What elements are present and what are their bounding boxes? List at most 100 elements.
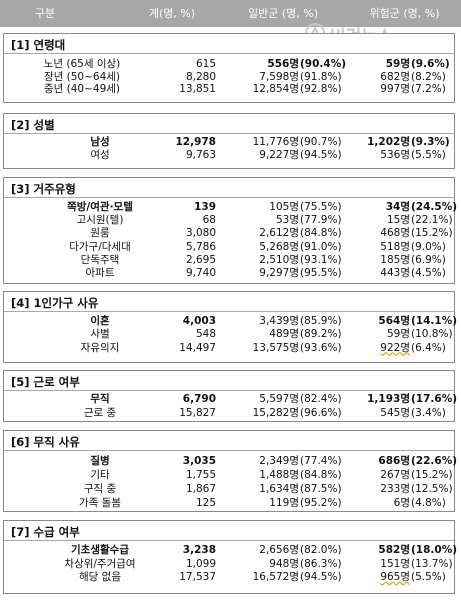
- row-label: 사별: [90, 328, 110, 341]
- general-percent: (92.8%): [300, 83, 342, 95]
- risk-percent: (17.6%): [411, 393, 458, 405]
- general-count: 9,297명: [259, 267, 299, 279]
- risk-percent: (4.8%): [411, 497, 446, 509]
- risk-percent: (6.9%): [411, 253, 446, 266]
- section-divider: [4, 53, 454, 54]
- section-divider: [4, 197, 454, 198]
- risk-count: 965명: [380, 571, 410, 583]
- general-count: 11,776명: [252, 136, 299, 148]
- general-count: 15,282명: [252, 407, 299, 419]
- row-label: 해당 없음: [79, 571, 121, 583]
- risk-count: 267명: [380, 469, 410, 481]
- row-label: 차상위/주거급여: [64, 557, 136, 570]
- total-value: 125: [195, 497, 216, 509]
- risk-count: 6명: [393, 497, 410, 509]
- row-label: 가족 돌봄: [79, 497, 121, 509]
- row-label: 남성: [90, 136, 110, 148]
- total-value: 17,537: [179, 571, 216, 583]
- risk-count: 468명: [380, 227, 410, 240]
- risk-count: 185명: [380, 253, 410, 266]
- risk-percent: (18.0%): [411, 544, 458, 556]
- row-label: 단독주택: [80, 253, 120, 266]
- header-general: 일반군 (명, %): [247, 7, 318, 20]
- general-count: 53명: [275, 214, 299, 227]
- risk-count: 1,193명: [367, 393, 410, 405]
- total-value: 9,740: [185, 267, 216, 279]
- total-value: 14,497: [179, 341, 216, 354]
- general-count: 7,598명: [259, 70, 299, 83]
- general-percent: (89.2%): [300, 328, 342, 341]
- section-divider: [4, 450, 454, 451]
- risk-count: 545명: [380, 407, 410, 419]
- general-count: 12,854명: [252, 83, 299, 95]
- general-percent: (82.4%): [300, 393, 342, 405]
- row-label: 기초생활수급: [71, 544, 129, 556]
- risk-percent: (15.2%): [411, 227, 453, 240]
- risk-count: 1,202명: [367, 136, 410, 148]
- general-percent: (90.7%): [300, 136, 342, 148]
- total-value: 3,238: [182, 544, 216, 556]
- risk-count: 922명: [380, 341, 410, 354]
- risk-percent: (22.6%): [411, 455, 458, 467]
- general-percent: (95.5%): [300, 267, 342, 279]
- row-label: 중년 (40~49세): [43, 83, 121, 95]
- risk-count: 564명: [378, 315, 410, 327]
- total-value: 12,978: [175, 136, 216, 148]
- section-title: [2] 성별: [11, 118, 55, 132]
- general-percent: (77.9%): [300, 214, 342, 227]
- section-divider: [4, 390, 454, 391]
- general-percent: (84.8%): [300, 227, 342, 240]
- section-divider: [4, 133, 454, 134]
- general-count: 2,656명: [259, 544, 299, 556]
- row-label: 기타: [90, 469, 110, 481]
- risk-percent: (6.4%): [411, 341, 446, 354]
- total-value: 1,755: [185, 469, 216, 481]
- general-percent: (94.5%): [300, 149, 342, 161]
- general-count: 9,227명: [259, 149, 299, 161]
- total-value: 2,695: [185, 253, 216, 266]
- risk-percent: (4.5%): [411, 267, 446, 279]
- general-count: 16,572명: [252, 571, 299, 583]
- row-label: 다가구/다세대: [69, 240, 131, 253]
- risk-percent: (8.2%): [411, 70, 446, 83]
- section-title: [3] 거주유형: [11, 182, 76, 196]
- general-percent: (86.3%): [300, 557, 342, 570]
- risk-count: 443명: [380, 267, 410, 279]
- row-label: 무직: [90, 393, 110, 405]
- total-value: 4,003: [182, 315, 216, 327]
- risk-count: 59명: [385, 58, 410, 70]
- risk-percent: (10.8%): [411, 328, 453, 341]
- row-label: 근로 중: [83, 407, 117, 419]
- general-count: 2,612명: [259, 227, 299, 240]
- general-count: 3,439명: [259, 315, 299, 327]
- header-risk: 위험군 (명, %): [369, 7, 440, 20]
- risk-percent: (5.5%): [411, 571, 446, 583]
- header-category: 구분: [34, 7, 56, 20]
- total-value: 3,035: [182, 455, 216, 467]
- total-value: 6,790: [182, 393, 216, 405]
- row-label: 이혼: [90, 315, 110, 327]
- section-box: [6] 무직 사유 질병 3,035 2,349명 (77.4%) 686명 (22.6%)…: [3, 430, 457, 512]
- general-percent: (91.0%): [300, 240, 342, 253]
- risk-percent: (7.2%): [411, 83, 446, 95]
- risk-percent: (9.0%): [411, 240, 446, 253]
- general-percent: (95.2%): [300, 497, 342, 509]
- table-header: 구분 계(명, %) 일반군 (명, %) 위험군 (명, %): [0, 0, 461, 27]
- risk-count: 686명: [378, 455, 410, 467]
- total-value: 8,280: [185, 70, 216, 83]
- section-divider: [4, 311, 454, 312]
- risk-percent: (5.5%): [411, 149, 446, 161]
- risk-count: 536명: [380, 149, 410, 161]
- row-label: 장년 (50~64세): [43, 70, 121, 83]
- general-count: 105명: [269, 201, 299, 213]
- section-box: [7] 수급 여부 기초생활수급 3,238 2,656명 (82.0%) 582명 (18…: [3, 520, 457, 594]
- risk-count: 15명: [386, 214, 410, 227]
- risk-percent: (9.6%): [411, 58, 450, 70]
- general-percent: (93.6%): [300, 341, 342, 354]
- risk-count: 59명: [386, 328, 410, 341]
- general-percent: (85.9%): [300, 315, 342, 327]
- risk-percent: (12.5%): [411, 483, 453, 495]
- general-percent: (94.5%): [300, 571, 342, 583]
- total-value: 139: [194, 201, 216, 213]
- risk-count: 997명: [380, 83, 410, 95]
